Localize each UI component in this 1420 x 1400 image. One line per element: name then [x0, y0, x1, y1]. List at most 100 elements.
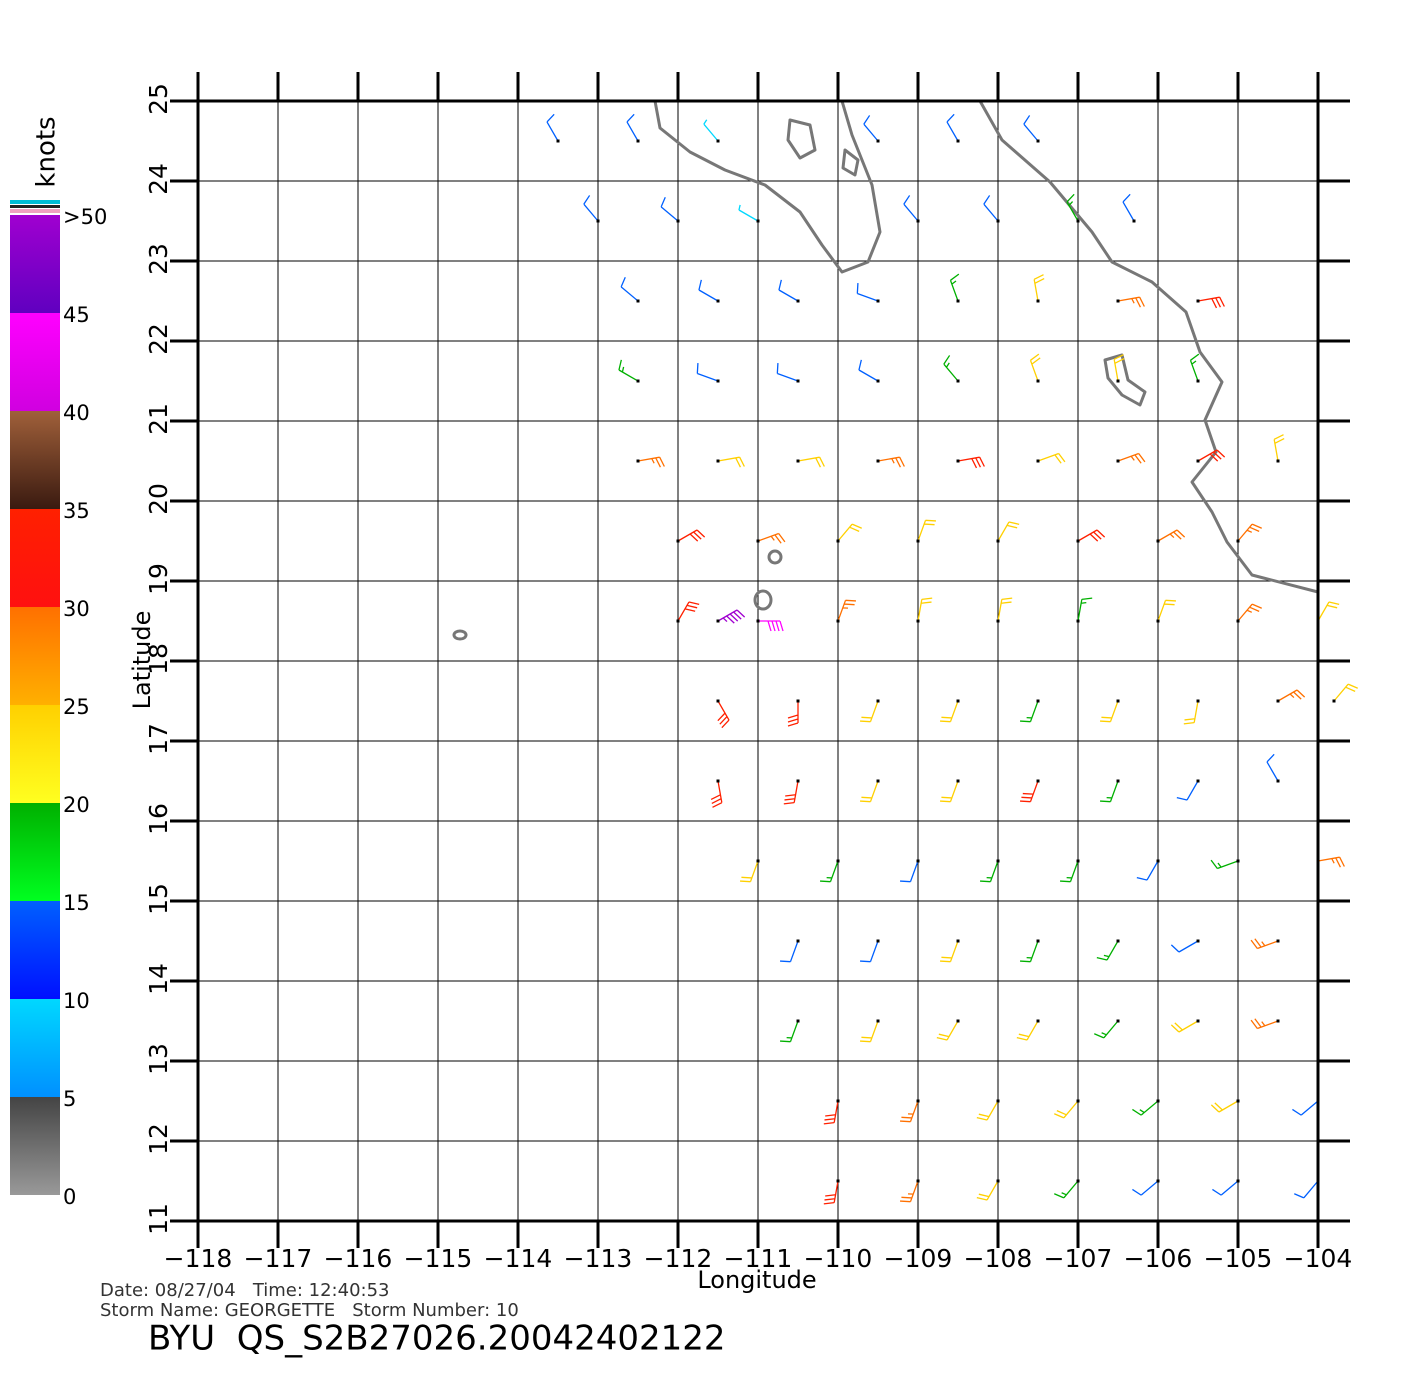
- wind-barb: [1054, 1180, 1079, 1199]
- barb-station: [756, 619, 760, 623]
- x-tick-label: −110: [804, 1244, 873, 1273]
- x-tick-label: −115: [404, 1244, 473, 1273]
- barb-station: [1332, 699, 1336, 703]
- barb-station: [1076, 539, 1080, 543]
- wind-barb: [877, 456, 905, 468]
- barb-station: [996, 1179, 1000, 1183]
- barb-station: [836, 859, 840, 863]
- wind-barb: [1077, 529, 1106, 542]
- barb-station: [876, 379, 880, 383]
- wind-barb: [1020, 780, 1039, 803]
- barb-station: [1236, 1179, 1240, 1183]
- barb-station: [1156, 1099, 1160, 1103]
- barb-station: [796, 299, 800, 303]
- wind-barb: [787, 701, 799, 727]
- x-tick-label: −116: [324, 1244, 393, 1273]
- barb-station: [836, 539, 840, 543]
- wind-barb: [1197, 449, 1226, 462]
- mainland-coast: [978, 100, 1319, 594]
- wind-barb: [677, 601, 700, 622]
- wind-barb: [618, 359, 639, 382]
- wind-barb: [1122, 193, 1135, 222]
- barb-station: [1116, 299, 1120, 303]
- barb-station: [1036, 1019, 1040, 1023]
- wind-barb: [1237, 523, 1262, 542]
- wind-barb: [546, 113, 559, 142]
- barb-station: [1116, 699, 1120, 703]
- barb-station: [1156, 859, 1160, 863]
- wind-barb: [1212, 1180, 1239, 1196]
- barb-station: [916, 1179, 920, 1183]
- barb-station: [1156, 539, 1160, 543]
- barb-station: [916, 859, 920, 863]
- barb-station: [636, 299, 640, 303]
- wind-barb: [997, 521, 1020, 542]
- barb-station: [1036, 699, 1040, 703]
- wind-barb: [780, 940, 799, 963]
- wind-barb: [797, 456, 825, 468]
- barb-station: [1036, 779, 1040, 783]
- barb-station: [756, 539, 760, 543]
- barb-station: [916, 619, 920, 623]
- wind-barb: [583, 195, 599, 222]
- barb-station: [956, 379, 960, 383]
- wind-barb: [957, 456, 985, 469]
- wind-barb: [626, 113, 639, 142]
- wind-barb: [717, 609, 746, 624]
- barb-station: [716, 139, 720, 143]
- colorbar-tick-label: 30: [63, 597, 90, 621]
- barb-station: [1236, 539, 1240, 543]
- barb-station: [1196, 699, 1200, 703]
- y-tick-label: 24: [144, 163, 173, 195]
- x-tick-label: −109: [884, 1244, 953, 1273]
- barb-station: [1196, 459, 1200, 463]
- barb-station: [756, 219, 760, 223]
- x-tick-label: −112: [644, 1244, 713, 1273]
- barb-station: [1196, 939, 1200, 943]
- barb-station: [1076, 619, 1080, 623]
- wind-barb: [1250, 1018, 1279, 1030]
- wind-barb: [837, 599, 856, 622]
- wind-barb: [1176, 780, 1199, 801]
- barb-station: [1276, 939, 1280, 943]
- y-tick-label: 21: [144, 403, 173, 435]
- wind-barb: [1197, 296, 1225, 309]
- wind-barb: [1292, 1100, 1319, 1116]
- wind-barb: [980, 860, 999, 883]
- wind-barb: [1277, 689, 1306, 702]
- wind-barb: [740, 860, 759, 883]
- y-tick-label: 13: [144, 1043, 173, 1075]
- wind-barb: [1210, 859, 1239, 870]
- barb-station: [716, 619, 720, 623]
- x-tick-label: −107: [1044, 1244, 1113, 1273]
- barb-station: [676, 539, 680, 543]
- colorbar-band: [10, 901, 60, 999]
- wind-barb: [1094, 1020, 1119, 1039]
- wind-barb: [1020, 700, 1039, 723]
- barb-station: [876, 939, 880, 943]
- colorbar-band: [10, 313, 60, 411]
- wind-barb: [660, 197, 679, 222]
- wind-barb: [900, 1180, 919, 1203]
- wind-barb: [698, 279, 719, 302]
- island: [753, 589, 773, 611]
- wind-barb: [1037, 452, 1066, 464]
- x-tick-label: −106: [1124, 1244, 1193, 1273]
- barb-station: [996, 1099, 1000, 1103]
- barb-station: [556, 139, 560, 143]
- wind-barb: [823, 1100, 839, 1125]
- wind-barb: [703, 119, 719, 142]
- colorbar-tick-label: 5: [63, 1087, 76, 1111]
- wind-barb: [983, 195, 999, 222]
- barb-station: [1036, 459, 1040, 463]
- wind-barb: [860, 1020, 879, 1043]
- barb-station: [956, 1019, 960, 1023]
- barb-station: [1076, 1099, 1080, 1103]
- y-tick-label: 25: [144, 83, 173, 115]
- barb-station: [836, 619, 840, 623]
- y-tick-label: 14: [144, 963, 173, 995]
- barb-station: [876, 139, 880, 143]
- barb-station: [1276, 1019, 1280, 1023]
- wind-barb: [1100, 780, 1119, 803]
- wind-barb: [940, 780, 959, 803]
